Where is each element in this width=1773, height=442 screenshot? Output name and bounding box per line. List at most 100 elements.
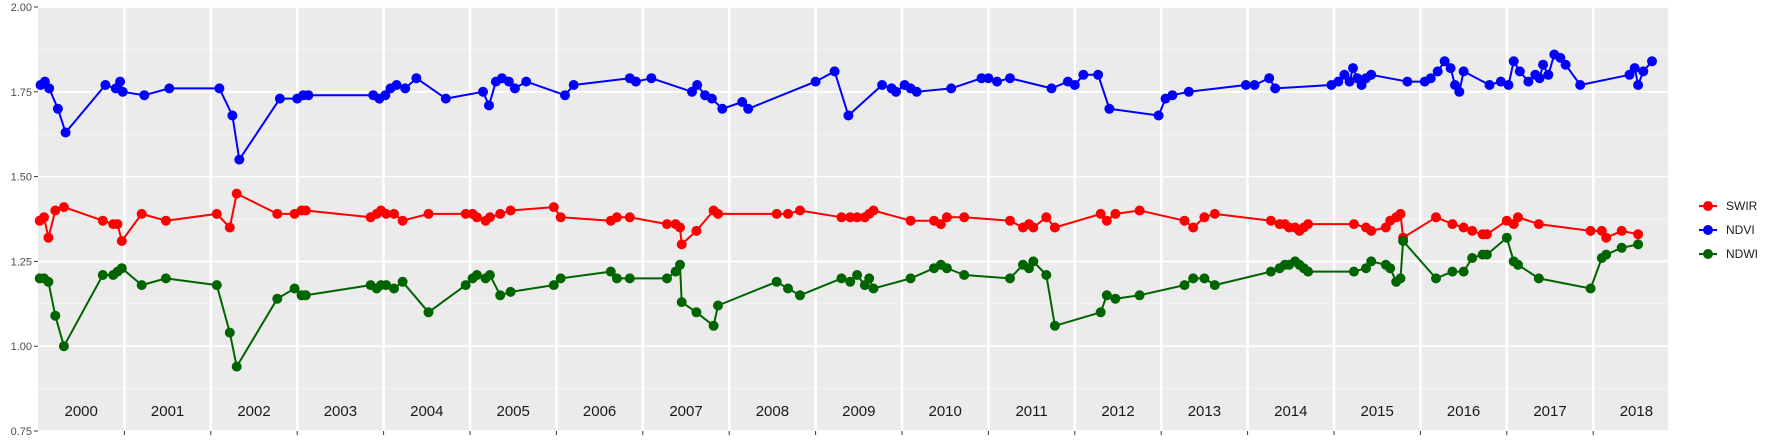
data-point-ndvi — [440, 93, 451, 104]
data-point-swir — [1431, 212, 1441, 223]
data-point-ndwi — [1481, 249, 1492, 260]
data-point-ndwi — [548, 280, 559, 291]
legend-key-point — [1703, 225, 1713, 235]
data-point-swir — [1179, 215, 1190, 226]
data-point-ndvi — [380, 90, 391, 101]
y-axis: 0.75 1.00 1.25 1.50 1.75 2.00 — [11, 2, 38, 438]
data-point-swir — [389, 208, 399, 219]
data-point-ndwi — [691, 307, 702, 318]
data-point-ndvi — [400, 83, 411, 94]
data-point-ndvi — [568, 80, 579, 90]
data-point-ndvi — [117, 86, 128, 97]
data-point-ndvi — [1093, 69, 1104, 80]
y-tick-label: 1.75 — [11, 87, 32, 99]
data-point-ndwi — [555, 273, 566, 284]
data-point-ndwi — [624, 273, 635, 284]
legend-key-point — [1703, 249, 1713, 259]
year-label: 2014 — [1274, 403, 1307, 420]
data-point-swir — [905, 215, 916, 226]
data-point-ndwi — [381, 280, 392, 291]
data-point-ndvi — [60, 127, 71, 138]
data-point-swir — [1199, 212, 1210, 223]
data-point-ndwi — [1095, 307, 1106, 318]
data-point-ndvi — [706, 93, 717, 104]
data-point-ndwi — [1209, 280, 1220, 291]
data-point-ndvi — [1514, 66, 1525, 77]
data-point-ndvi — [1366, 69, 1377, 80]
data-point-swir — [272, 208, 283, 219]
data-point-ndvi — [1543, 69, 1554, 80]
data-point-ndwi — [675, 259, 685, 270]
data-point-ndvi — [1560, 59, 1571, 70]
data-point-swir — [112, 219, 123, 230]
data-point-ndvi — [1069, 80, 1080, 90]
data-point-swir — [676, 239, 687, 250]
year-label: 2002 — [237, 403, 270, 420]
data-point-swir — [1209, 208, 1220, 219]
data-point-ndvi — [829, 66, 840, 77]
data-point-ndwi — [1049, 320, 1060, 331]
data-point-ndwi — [1041, 270, 1052, 280]
year-label: 2000 — [65, 403, 98, 420]
data-point-ndvi — [521, 76, 532, 87]
data-point-swir — [1348, 219, 1359, 230]
data-point-ndvi — [717, 103, 728, 114]
data-point-swir — [868, 205, 879, 216]
data-point-ndwi — [116, 263, 127, 274]
data-point-ndvi — [1249, 80, 1260, 90]
data-point-ndwi — [959, 270, 970, 280]
data-point-ndvi — [810, 76, 821, 87]
data-point-ndvi — [139, 90, 150, 101]
data-point-swir — [1601, 232, 1612, 243]
data-point-swir — [423, 208, 434, 219]
data-point-ndwi — [1467, 253, 1478, 263]
data-point-ndwi — [795, 290, 805, 301]
data-point-ndwi — [1366, 256, 1377, 267]
data-point-swir — [555, 212, 566, 223]
data-point-swir — [1265, 215, 1276, 226]
data-point-ndwi — [1385, 263, 1396, 274]
data-point-ndwi — [783, 283, 793, 294]
year-label: 2008 — [756, 403, 789, 420]
data-point-ndwi — [1601, 249, 1612, 260]
data-point-ndvi — [1458, 66, 1469, 77]
data-point-swir — [39, 212, 49, 223]
data-point-swir — [397, 215, 408, 226]
data-point-ndvi — [509, 83, 520, 94]
data-point-ndwi — [211, 280, 222, 291]
data-point-ndwi — [423, 307, 434, 318]
year-label: 2007 — [669, 403, 702, 420]
data-point-swir — [548, 202, 559, 213]
data-point-swir — [836, 212, 847, 223]
data-point-ndwi — [300, 290, 311, 301]
data-point-swir — [224, 222, 235, 233]
data-point-ndvi — [560, 90, 570, 101]
data-point-ndvi — [1183, 86, 1194, 97]
data-point-ndvi — [214, 83, 225, 94]
data-point-ndvi — [1167, 90, 1178, 101]
data-point-ndvi — [1104, 103, 1115, 114]
year-labels: 2000 2001 2002 2003 2004 2005 2006 2007 2008 2009… — [65, 403, 1653, 435]
data-point-swir — [675, 222, 685, 233]
data-point-swir — [845, 212, 856, 223]
data-point-ndvi — [234, 154, 245, 165]
data-point-swir — [484, 212, 495, 223]
data-point-ndvi — [1647, 56, 1657, 67]
data-point-ndwi — [662, 273, 672, 284]
data-point-ndwi — [1303, 266, 1314, 277]
year-label: 2003 — [324, 403, 357, 420]
y-tick-label: 1.50 — [11, 172, 32, 184]
data-point-swir — [1513, 212, 1523, 223]
data-point-ndwi — [1513, 259, 1523, 270]
data-point-swir — [935, 219, 946, 230]
data-point-swir — [160, 215, 171, 226]
data-point-ndwi — [1616, 242, 1627, 253]
data-point-swir — [941, 212, 952, 223]
data-point-ndvi — [411, 73, 422, 84]
data-point-ndvi — [1240, 80, 1251, 90]
data-point-ndwi — [231, 361, 242, 372]
data-point-ndvi — [274, 93, 285, 104]
data-point-ndwi — [1005, 273, 1015, 284]
data-point-ndwi — [713, 300, 723, 311]
